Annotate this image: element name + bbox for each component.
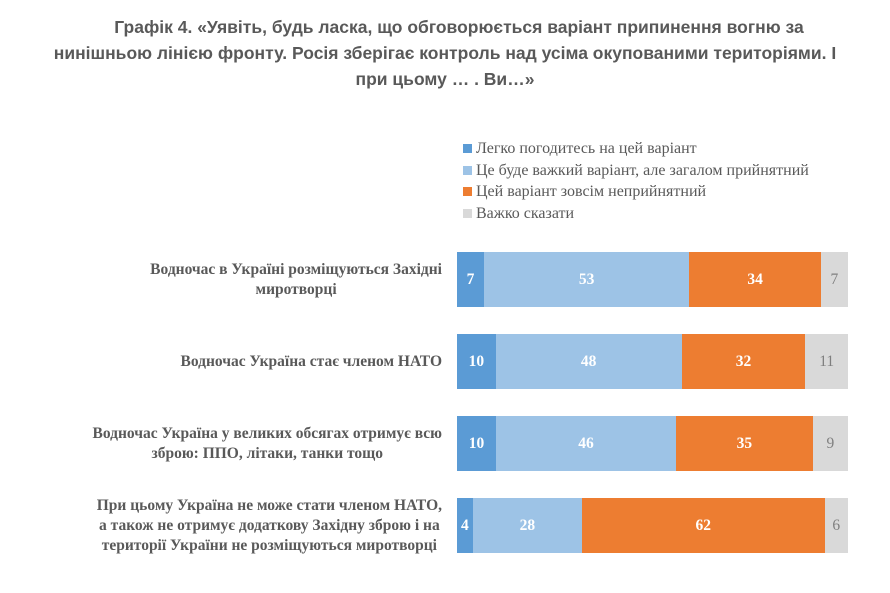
- data-label: 35: [736, 434, 753, 452]
- bar-row: 4 28 62 6: [457, 498, 848, 553]
- legend-item: Цей варіант зовсім неприйнятний: [463, 181, 809, 203]
- chart-title-line: при цьому … . Ви…»: [355, 69, 535, 89]
- legend-label: Важко сказати: [476, 204, 575, 222]
- data-label: 6: [832, 516, 841, 534]
- data-label: 10: [468, 352, 485, 370]
- category-label-text: Водночас в Україні розміщуються Західні …: [150, 260, 442, 298]
- legend-item: Це буде важкий варіант, але загалом прий…: [463, 160, 809, 182]
- chart-title-line: Графік 4. «Уявіть, будь ласка, що обгово…: [114, 17, 804, 37]
- data-label: 46: [578, 434, 594, 452]
- data-label: 9: [826, 434, 835, 452]
- bar-segment: 53: [484, 252, 690, 307]
- bar-segment: 32: [681, 334, 806, 389]
- legend-label: Цей варіант зовсім неприйнятний: [476, 183, 707, 200]
- bar-segment: 28: [472, 498, 583, 553]
- data-label: 48: [580, 352, 597, 370]
- bar-segment: 11: [805, 334, 848, 389]
- category-label: Водночас Україна стає членом НАТО: [0, 334, 443, 389]
- data-label: 11: [819, 352, 835, 370]
- category-label: При цьому Україна не може стати членом Н…: [0, 496, 442, 554]
- data-label: 10: [468, 434, 485, 452]
- legend-swatch: [463, 208, 472, 218]
- bar-segment: 35: [675, 416, 813, 471]
- category-label-text: При цьому Україна не може стати членом Н…: [96, 496, 442, 554]
- bar-segment: 10: [457, 416, 497, 471]
- bar-segment: 7: [457, 252, 485, 307]
- bar-row: 7 53 34 7: [457, 252, 848, 307]
- category-label-text: Водночас Україна стає членом НАТО: [180, 352, 443, 370]
- legend-item: Легко погодитесь на цей варіант: [463, 138, 809, 160]
- chart-title: Графік 4. «Уявіть, будь ласка, що обгово…: [0, 14, 890, 92]
- data-label: 53: [578, 270, 595, 288]
- data-label: 32: [735, 352, 752, 370]
- category-label: Водночас Україна у великих обсягах отрим…: [0, 416, 442, 471]
- bar-segment: 34: [689, 252, 821, 307]
- bar-row: 10 48 32 11: [457, 334, 848, 389]
- legend-label: Це буде важкий варіант, але загалом прий…: [476, 161, 809, 179]
- legend-swatch: [463, 144, 472, 154]
- bar-segment: 7: [820, 252, 848, 307]
- data-label: 4: [460, 516, 469, 534]
- legend-swatch: [463, 187, 472, 197]
- bar-row: 10 46 35 9: [457, 416, 848, 471]
- data-label: 34: [747, 270, 763, 288]
- bar-segment: 6: [824, 498, 848, 553]
- data-label: 62: [695, 516, 712, 534]
- category-label-text: Водночас Україна у великих обсягах отрим…: [92, 424, 442, 462]
- legend-item: Важко сказати: [463, 203, 809, 225]
- bar-segment: 10: [457, 334, 496, 389]
- bar-segment: 4: [457, 498, 473, 553]
- legend-label: Легко погодитесь на цей варіант: [476, 140, 697, 157]
- data-label: 28: [519, 516, 536, 534]
- bar-segment: 46: [496, 416, 676, 471]
- category-label: Водночас в Україні розміщуються Західні …: [0, 252, 442, 307]
- data-label: 7: [466, 270, 475, 288]
- data-label: 7: [830, 270, 839, 288]
- chart-legend: Легко погодитесь на цей варіант Це буде в…: [463, 138, 809, 224]
- legend-swatch: [463, 165, 472, 175]
- bar-segment: 48: [495, 334, 682, 389]
- bar-segment: 62: [582, 498, 825, 553]
- chart-title-line: нинішньою лінією фронту. Росія зберігає …: [53, 43, 837, 63]
- bar-segment: 9: [812, 416, 848, 471]
